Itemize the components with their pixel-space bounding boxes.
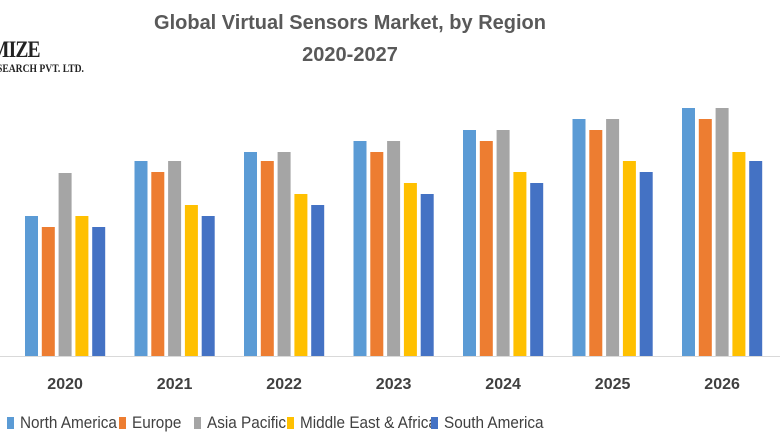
bar-2022-europe bbox=[260, 161, 274, 356]
bar-2026-north-america bbox=[682, 108, 695, 356]
x-tick-label: 2026 bbox=[704, 376, 740, 393]
bar-2023-europe bbox=[370, 152, 384, 356]
logo-text: MIZE bbox=[0, 37, 41, 62]
bar-2026-asia-pacific bbox=[715, 108, 729, 356]
bar-2021-north-america bbox=[134, 161, 148, 356]
bar-2026-middle-east-africa bbox=[732, 152, 746, 356]
bar-2020-asia-pacific bbox=[58, 173, 72, 356]
legend-swatch bbox=[119, 417, 126, 429]
legend-label: Europe bbox=[132, 413, 182, 432]
bar-2026-europe bbox=[698, 119, 712, 356]
legend-swatch bbox=[431, 417, 438, 429]
bar-2025-asia-pacific bbox=[606, 119, 620, 356]
legend-item: Europe bbox=[119, 412, 187, 434]
x-tick-label: 2025 bbox=[595, 376, 631, 393]
bar-2024-north-america bbox=[463, 130, 476, 356]
bar-2020-south-america bbox=[92, 227, 106, 356]
bar-2023-middle-east-africa bbox=[403, 183, 417, 356]
bar-2024-asia-pacific bbox=[496, 130, 510, 356]
bar-2025-middle-east-africa bbox=[622, 161, 636, 356]
legend-item: North America bbox=[7, 412, 128, 434]
legend-swatch bbox=[287, 417, 294, 429]
legend-swatch bbox=[7, 417, 14, 429]
legend-item: South America bbox=[431, 412, 555, 434]
bar-2021-europe bbox=[151, 172, 165, 356]
bar-2025-north-america bbox=[572, 119, 586, 356]
x-tick-label: 2023 bbox=[376, 376, 412, 393]
legend-swatch bbox=[194, 417, 201, 429]
bar-2023-south-america bbox=[420, 194, 434, 356]
bar-2022-asia-pacific bbox=[277, 152, 291, 356]
bar-2022-north-america bbox=[244, 152, 257, 356]
bar-2024-middle-east-africa bbox=[513, 172, 527, 356]
bar-2024-europe bbox=[479, 141, 493, 356]
legend-label: Asia Pacific bbox=[207, 413, 287, 432]
bar-2022-middle-east-africa bbox=[294, 194, 308, 356]
legend-label: North America bbox=[20, 413, 117, 432]
bar-2022-south-america bbox=[311, 205, 325, 356]
bar-2020-europe bbox=[41, 227, 55, 356]
bar-2025-europe bbox=[589, 130, 603, 356]
legend-item: Asia Pacific bbox=[194, 412, 295, 434]
legend-label: South America bbox=[444, 413, 544, 432]
legend-item: Middle East & Africa bbox=[287, 412, 452, 434]
x-tick-label: 2024 bbox=[485, 376, 521, 393]
x-tick-label: 2020 bbox=[47, 376, 83, 393]
x-tick-label: 2021 bbox=[157, 376, 193, 393]
bar-2026-south-america bbox=[749, 161, 763, 356]
bar-2020-middle-east-africa bbox=[75, 216, 89, 356]
bar-2020-north-america bbox=[25, 216, 38, 356]
bar-2023-north-america bbox=[353, 141, 367, 356]
logo-subtext: SEARCH PVT. LTD. bbox=[0, 61, 84, 75]
legend-label: Middle East & Africa bbox=[300, 413, 437, 432]
chart-title: Global Virtual Sensors Market, by Region bbox=[154, 12, 546, 34]
bar-2025-south-america bbox=[639, 172, 653, 356]
bar-2021-asia-pacific bbox=[168, 161, 182, 356]
bar-2021-south-america bbox=[201, 216, 215, 356]
x-tick-label: 2022 bbox=[266, 376, 302, 393]
chart-subtitle: 2020-2027 bbox=[302, 44, 398, 66]
bar-2024-south-america bbox=[530, 183, 544, 356]
bar-2021-middle-east-africa bbox=[184, 205, 198, 356]
bar-2023-asia-pacific bbox=[387, 141, 401, 356]
